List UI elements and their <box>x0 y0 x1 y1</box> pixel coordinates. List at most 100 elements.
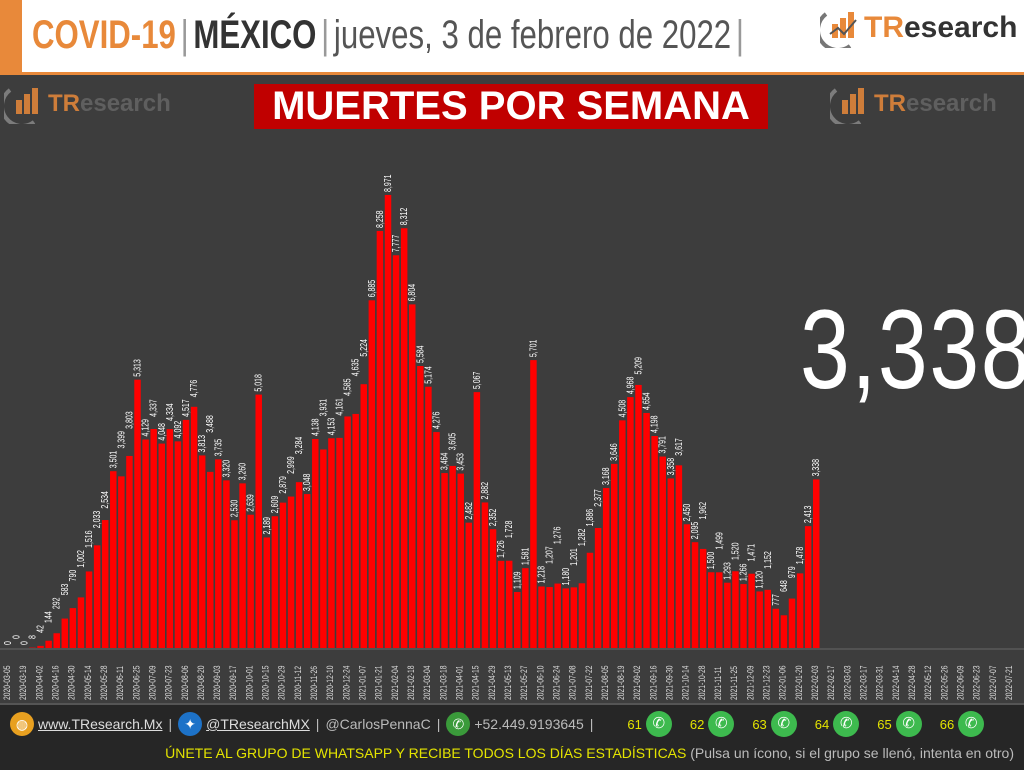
bar <box>522 568 528 648</box>
x-tick-label: 2022-06-09 <box>956 665 966 700</box>
whatsapp-group-65[interactable]: 65 ✆ <box>877 711 921 737</box>
value-label: 1,471 <box>745 544 757 562</box>
whatsapp-icon[interactable]: ✆ <box>771 711 797 737</box>
whatsapp-icon[interactable]: ✆ <box>896 711 922 737</box>
value-label: 3,791 <box>656 436 668 454</box>
value-label: 3,735 <box>212 439 224 457</box>
bar <box>86 571 92 648</box>
x-tick-label: 2021-05-27 <box>519 665 529 700</box>
value-label: 3,399 <box>115 431 127 449</box>
website-link[interactable]: www.TResearch.Mx <box>38 716 162 732</box>
x-tick-label: 2022-05-26 <box>939 665 949 700</box>
bar <box>813 479 819 648</box>
value-label: 3,464 <box>438 452 450 470</box>
value-label: 0 <box>10 635 22 639</box>
value-label: 2,879 <box>277 476 289 494</box>
value-label: 1,520 <box>729 542 741 560</box>
bar <box>280 503 286 648</box>
bar <box>773 609 779 648</box>
bar <box>595 528 601 648</box>
value-label: 1,728 <box>503 520 515 538</box>
value-label: 2,999 <box>285 456 297 474</box>
x-tick-label: 2022-06-23 <box>972 665 982 700</box>
x-tick-label: 2022-03-17 <box>859 665 869 700</box>
separator: | <box>168 716 172 732</box>
bar <box>546 587 552 648</box>
whatsapp-icon[interactable]: ✆ <box>958 711 984 737</box>
value-label: 3,320 <box>220 460 232 478</box>
value-label: 2,413 <box>802 505 814 523</box>
x-tick-label: 2021-10-14 <box>681 665 691 700</box>
whatsapp-icon[interactable]: ✆ <box>646 711 672 737</box>
bar <box>118 476 124 648</box>
value-label: 1,886 <box>584 509 596 527</box>
value-label: 3,168 <box>600 467 612 485</box>
value-label: 5,174 <box>422 366 434 384</box>
x-tick-label: 2021-12-23 <box>762 665 772 700</box>
value-label: 3,803 <box>123 411 135 429</box>
value-label: 292 <box>50 597 62 609</box>
twitter-icon[interactable]: ✦ <box>178 712 202 736</box>
bar <box>474 392 480 648</box>
bar <box>328 438 334 648</box>
bar <box>167 429 173 648</box>
bar <box>805 526 811 648</box>
x-tick-label: 2020-07-23 <box>164 665 174 700</box>
bar <box>215 459 221 648</box>
x-tick-label: 2022-07-07 <box>988 665 998 700</box>
whatsapp-group-62[interactable]: 62✆ <box>690 711 734 737</box>
twitter-link[interactable]: @TResearchMX <box>206 716 310 732</box>
value-label: 1,726 <box>495 540 507 558</box>
whatsapp-icon[interactable]: ✆ <box>708 711 734 737</box>
value-label: 3,284 <box>293 437 305 455</box>
x-tick-label: 2021-03-18 <box>438 665 448 700</box>
x-tick-label: 2022-02-17 <box>826 665 836 700</box>
x-tick-label: 2021-09-02 <box>632 665 642 700</box>
x-tick-label: 2022-05-12 <box>923 665 933 700</box>
bar <box>288 497 294 648</box>
bar <box>579 583 585 648</box>
value-label: 3,646 <box>608 443 620 461</box>
bar <box>740 584 746 648</box>
bar <box>94 545 100 648</box>
whatsapp-group-63[interactable]: 63✆ <box>752 711 796 737</box>
value-label: 3,501 <box>107 451 119 469</box>
value-label: 2,530 <box>228 500 240 518</box>
twitter-handle-2[interactable]: @CarlosPennaC <box>325 716 430 732</box>
x-tick-label: 2020-11-26 <box>309 666 319 700</box>
whatsapp-icon[interactable]: ✆ <box>833 711 859 737</box>
value-label: 979 <box>786 566 798 578</box>
value-label: 2,639 <box>244 494 256 512</box>
x-tick-label: 2021-09-30 <box>665 665 675 700</box>
bar <box>441 473 447 648</box>
footer-cta: ÚNETE AL GRUPO DE WHATSAPP Y RECIBE TODO… <box>165 745 1014 761</box>
bar <box>78 597 84 648</box>
x-tick-label: 2021-11-25 <box>729 666 739 700</box>
value-label: 4,129 <box>139 419 151 437</box>
bar <box>110 471 116 648</box>
x-tick-label: 2020-06-25 <box>131 665 141 700</box>
footer: ◍ www.TResearch.Mx | ✦ @TResearchMX | @C… <box>0 703 1024 770</box>
value-label: 2,033 <box>91 511 103 529</box>
x-tick-label: 2021-01-07 <box>358 665 368 700</box>
value-label: 4,048 <box>155 423 167 441</box>
bar <box>449 466 455 648</box>
value-label: 144 <box>42 611 54 623</box>
x-tick-label: 2020-03-19 <box>18 665 28 700</box>
bar <box>361 384 367 648</box>
whatsapp-group-66[interactable]: 66✆ <box>940 711 984 737</box>
bar <box>684 524 690 648</box>
whatsapp-group-61[interactable]: 61✆ <box>627 711 671 737</box>
group-number: 65 <box>877 717 891 732</box>
x-tick-label: 2022-04-14 <box>891 665 901 700</box>
value-label: 3,931 <box>317 399 329 417</box>
value-label: 3,605 <box>446 433 458 451</box>
x-tick-label: 2022-07-21 <box>1004 665 1014 700</box>
x-tick-label: 2020-03-05 <box>2 665 12 700</box>
bar <box>676 465 682 648</box>
value-label: 0 <box>2 641 14 645</box>
whatsapp-group-64[interactable]: 64✆ <box>815 711 859 737</box>
bar <box>393 255 399 648</box>
value-label: 1,207 <box>543 546 555 564</box>
bar <box>70 608 76 648</box>
